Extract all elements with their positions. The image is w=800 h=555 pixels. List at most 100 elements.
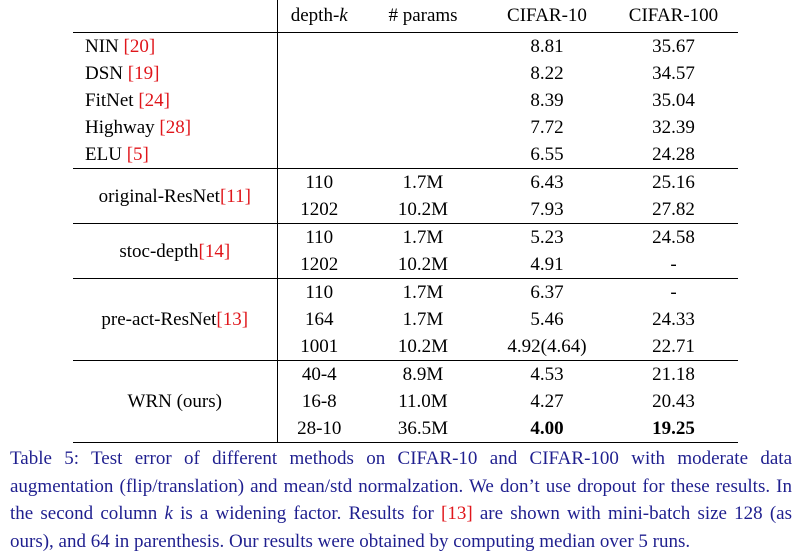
params-value: 1.7M	[402, 309, 444, 330]
cifar100-best-value: 19.25	[609, 415, 738, 443]
depth-value: 110	[277, 278, 361, 306]
cifar100-value: 34.57	[652, 63, 695, 84]
cifar10-value: 4.53	[485, 360, 609, 388]
table-row: DSN [19] 8.22 34.57	[73, 60, 738, 87]
citation-link[interactable]: [20]	[123, 36, 156, 57]
cifar100-value: 35.67	[609, 32, 738, 60]
method-name: FitNet	[85, 90, 139, 111]
table-row: 28-10 36.5M 4.00 19.25	[73, 415, 738, 443]
depth-value: 1001	[300, 336, 339, 357]
cifar10-value: 4.92(4.64)	[507, 336, 587, 357]
params-value: 10.2M	[397, 254, 449, 275]
method-nin: NIN [20]	[73, 32, 278, 60]
table-row: FitNet [24] 8.39 35.04	[73, 87, 738, 114]
method-highway: Highway [28]	[73, 114, 278, 141]
method-name: ELU	[85, 144, 127, 165]
method-name: stoc-depth	[119, 240, 199, 262]
params-value: 11.0M	[398, 391, 448, 412]
method-dsn: DSN [19]	[73, 60, 278, 87]
params-value: 10.2M	[397, 199, 449, 220]
cifar100-value: 21.18	[609, 360, 738, 388]
params-value: 1.7M	[361, 278, 485, 306]
table-row: ELU [5] 6.55 24.28	[73, 141, 738, 169]
header-method	[73, 0, 278, 33]
citation-link[interactable]: [13]	[216, 309, 249, 330]
depth-value: 40-4	[277, 360, 361, 388]
table-row: 16-8 11.0M 4.27 20.43	[73, 388, 738, 415]
citation-link[interactable]: [28]	[159, 117, 192, 138]
citation-link[interactable]: [11]	[219, 185, 251, 207]
depth-value: 1202	[300, 199, 339, 220]
params-value: 36.5M	[361, 415, 485, 443]
table-caption: Table 5: Test error of different methods…	[10, 448, 792, 552]
cifar10-value: 8.81	[485, 32, 609, 60]
method-pre-act-resnet: pre-act-ResNet[13]	[73, 278, 278, 361]
cifar10-value: 8.39	[530, 90, 564, 111]
cifar10-value: 8.22	[530, 63, 564, 84]
cifar100-value: 20.43	[652, 391, 695, 412]
table-row: WRN (ours) 40-4 8.9M 4.53 21.18	[73, 360, 738, 443]
cifar100-value: 24.58	[609, 223, 738, 251]
results-table-container: depth-k # params CIFAR-10 CIFAR-100 NIN …	[73, 0, 738, 443]
cifar10-value: 6.55	[530, 144, 564, 165]
method-wrn-ours: WRN (ours)	[73, 360, 278, 443]
depth-value: 28-10	[277, 415, 361, 443]
params-value: 1.7M	[361, 223, 485, 251]
cifar10-value: 5.46	[530, 309, 564, 330]
table-row: NIN [20] 8.81 35.67	[73, 32, 738, 60]
depth-value: 110	[277, 168, 361, 196]
header-row: depth-k # params CIFAR-10 CIFAR-100	[73, 0, 738, 33]
depth-value: 16-8	[301, 391, 337, 412]
table-row: 1202 10.2M 4.91 -	[73, 251, 738, 279]
header-params: # params	[388, 5, 458, 26]
cifar100-value: 24.28	[652, 144, 695, 165]
table-row: Highway [28] 7.72 32.39	[73, 114, 738, 141]
depth-value: 164	[305, 309, 334, 330]
citation-link[interactable]: [19]	[127, 63, 160, 84]
cifar100-value: 27.82	[652, 199, 695, 220]
cifar100-value: 35.04	[652, 90, 695, 111]
cifar100-value: -	[609, 278, 738, 306]
citation-link[interactable]: [24]	[138, 90, 170, 111]
header-cifar100: CIFAR-100	[628, 5, 719, 26]
table-row: original-ResNet[11] 110 1.7M 6.43 25.16	[73, 168, 738, 224]
caption-citation-link[interactable]: [13]	[441, 503, 473, 524]
header-cifar10: CIFAR-10	[507, 5, 587, 26]
citation-link[interactable]: [14]	[198, 240, 231, 262]
method-name: DSN	[85, 63, 128, 84]
method-name: Highway	[85, 117, 160, 138]
cifar10-value: 7.93	[530, 199, 564, 220]
method-name: original-ResNet	[98, 185, 220, 207]
cifar100-value: -	[670, 254, 677, 275]
params-value: 1.7M	[361, 168, 485, 196]
cifar10-value: 6.43	[485, 168, 609, 196]
method-name: NIN	[85, 36, 124, 57]
cifar10-value: 4.91	[530, 254, 564, 275]
table-row: stoc-depth[14] 110 1.7M 5.23 24.58	[73, 223, 738, 279]
cifar100-value: 25.16	[609, 168, 738, 196]
cifar10-value: 7.72	[530, 117, 564, 138]
method-name: pre-act-ResNet	[101, 309, 217, 330]
table-row: pre-act-ResNet[13] 110 1.7M 6.37 -	[73, 278, 738, 361]
cifar10-value: 5.23	[485, 223, 609, 251]
cifar10-value: 6.37	[485, 278, 609, 306]
cifar100-value: 32.39	[652, 117, 695, 138]
depth-value: 1202	[300, 254, 339, 275]
depth-value: 110	[277, 223, 361, 251]
citation-link[interactable]: [5]	[126, 144, 149, 165]
table-row: 1001 10.2M 4.92(4.64) 22.71	[73, 333, 738, 361]
method-original-resnet: original-ResNet[11]	[73, 168, 278, 224]
table-row: 164 1.7M 5.46 24.33	[73, 306, 738, 333]
method-fitnet: FitNet [24]	[73, 87, 278, 114]
cifar100-value: 22.71	[652, 336, 695, 357]
cifar100-value: 24.33	[652, 309, 695, 330]
method-name: WRN (ours)	[127, 391, 222, 412]
cifar10-best-value: 4.00	[485, 415, 609, 443]
params-value: 10.2M	[397, 336, 449, 357]
table-row: 1202 10.2M 7.93 27.82	[73, 196, 738, 224]
method-elu: ELU [5]	[73, 141, 278, 169]
results-table: depth-k # params CIFAR-10 CIFAR-100 NIN …	[73, 0, 738, 443]
method-stoc-depth: stoc-depth[14]	[73, 223, 278, 279]
header-depth: depth-k	[290, 5, 348, 26]
params-value: 8.9M	[361, 360, 485, 388]
